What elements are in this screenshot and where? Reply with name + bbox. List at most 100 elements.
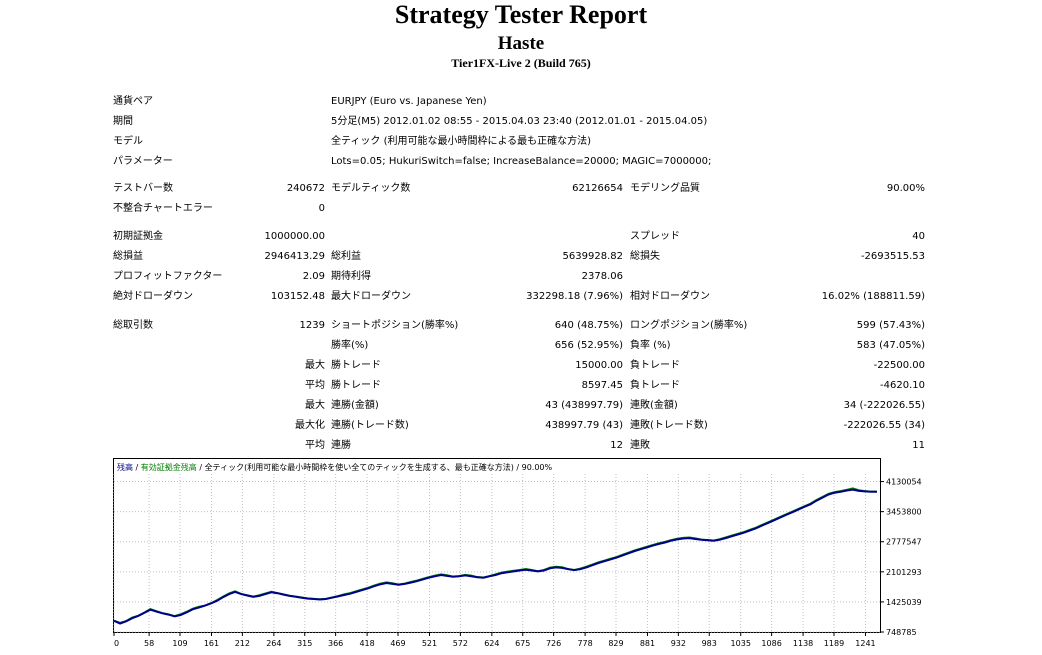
report-title: Strategy Tester Report: [394, 0, 648, 29]
x-tick-label: 469: [390, 639, 405, 648]
trades-value: 1239: [299, 320, 325, 331]
reldd-label: 相対ドローダウン: [630, 291, 710, 302]
quality-label: モデリング品質: [630, 183, 700, 194]
quality-value: 90.00%: [886, 183, 925, 194]
max-label: 最大: [305, 360, 325, 371]
x-tick-label: 983: [702, 639, 717, 648]
y-tick-label: 1425039: [886, 598, 922, 607]
avg-consec-loss-label: 連敗: [630, 440, 650, 451]
deposit-value: 1000000.00: [264, 231, 325, 242]
x-tick-label: 829: [608, 639, 623, 648]
plot-frame: [113, 458, 881, 633]
payoff-label: 期待利得: [331, 271, 371, 282]
chart-legend: 残高 / 有効証拠金残高 / 全ティック(利用可能な最小時間枠を使い全てのティッ…: [117, 462, 553, 472]
win-label: 勝率(%): [331, 340, 369, 351]
consec-loss-money-value: 34 (-222026.55): [843, 400, 925, 411]
x-tick-label: 675: [515, 639, 530, 648]
short-label: ショートポジション(勝率%): [331, 320, 459, 331]
period-value: 5分足(M5) 2012.01.02 08:55 - 2015.04.03 23…: [331, 116, 708, 127]
avg-consec-win-label: 連勝: [331, 440, 351, 451]
y-tick-label: 748785: [886, 628, 917, 637]
consec-loss-money-label: 連敗(金額): [630, 400, 678, 411]
legend-rest: / 全ティック(利用可能な最小時間枠を使い全てのティックを生成する、最も正確な方…: [197, 462, 553, 472]
x-tick-label: 315: [297, 639, 312, 648]
pf-label: プロフィットファクター: [113, 271, 223, 282]
legend-equity: 有効証拠金残高: [141, 462, 197, 472]
grossprofit-label: 総利益: [331, 251, 361, 262]
spread-value: 40: [912, 231, 925, 242]
deposit-label: 初期証拠金: [113, 231, 163, 242]
consec-win-money-label: 連勝(金額): [331, 400, 379, 411]
trades-label: 総取引数: [113, 320, 153, 331]
bars-label: テストバー数: [113, 183, 173, 194]
balance-line: [113, 488, 877, 625]
legend-balance: 残高: [117, 462, 133, 472]
max2-label: 最大: [305, 400, 325, 411]
x-tick-label: 572: [453, 639, 468, 648]
x-tick-label: 109: [172, 639, 187, 648]
absdd-value: 103152.48: [270, 291, 325, 302]
largest-loss-value: -22500.00: [873, 360, 925, 371]
x-tick-label: 1241: [855, 639, 875, 648]
grossloss-label: 総損失: [630, 251, 660, 262]
symbol-label: 通貨ペア: [113, 96, 153, 107]
x-tick-label: 1035: [731, 639, 751, 648]
short-value: 640 (48.75%): [554, 320, 623, 331]
long-value: 599 (57.43%): [856, 320, 925, 331]
grid: [113, 474, 880, 633]
x-tick-label: 212: [235, 639, 250, 648]
series-lines: [113, 487, 877, 625]
long-label: ロングポジション(勝率%): [630, 320, 748, 331]
avg-consec-win-value: 12: [610, 440, 623, 451]
y-axis: 748785 1425039 2101293 2777547 3453800 413005…: [880, 478, 922, 637]
reldd-value: 16.02% (188811.59): [821, 291, 925, 302]
y-tick-label: 3453800: [886, 508, 922, 517]
x-tick-label: 778: [577, 639, 592, 648]
x-tick-label: 1189: [824, 639, 844, 648]
x-tick-label: 264: [266, 639, 281, 648]
spread-label: スプレッド: [630, 231, 680, 242]
maxdd-label: 最大ドローダウン: [331, 291, 411, 302]
x-tick-label: 418: [359, 639, 374, 648]
consec-profit-value: 438997.79 (43): [545, 420, 623, 431]
x-tick-label: 881: [640, 639, 655, 648]
largest-win-value: 15000.00: [575, 360, 623, 371]
server-name: Tier1FX-Live 2 (Build 765): [451, 56, 591, 70]
avg-win-label: 勝トレード: [331, 380, 381, 391]
x-tick-label: 932: [671, 639, 686, 648]
y-tick-label: 2777547: [886, 538, 922, 547]
x-tick-label: 726: [546, 639, 561, 648]
netprofit-value: 2946413.29: [264, 251, 325, 262]
avg2-label: 平均: [305, 440, 325, 451]
x-tick-label: 58: [144, 639, 154, 648]
avg-loss-value: -4620.10: [880, 380, 925, 391]
consec-lossmax-label: 連敗(トレード数): [630, 420, 708, 431]
payoff-value: 2378.06: [581, 271, 623, 282]
x-tick-label: 521: [422, 639, 437, 648]
params-value: Lots=0.05; HukuriSwitch=false; IncreaseB…: [331, 156, 712, 167]
absdd-label: 絶対ドローダウン: [113, 291, 193, 302]
maxdd-value: 332298.18 (7.96%): [526, 291, 623, 302]
params-label: パラメーター: [113, 156, 173, 167]
loss-label: 負率 (%): [630, 340, 671, 351]
expert-name: Haste: [497, 33, 545, 54]
ticks-label: モデルティック数: [331, 183, 411, 194]
y-tick-label: 2101293: [886, 568, 922, 577]
model-value: 全ティック (利用可能な最小時間枠による最も正確な方法): [331, 136, 592, 147]
x-tick-label: 624: [484, 639, 499, 648]
consec-win-money-value: 43 (438997.79): [545, 400, 623, 411]
win-value: 656 (52.95%): [554, 340, 623, 351]
x-tick-label: 1138: [793, 639, 813, 648]
balance-chart: 残高 / 有効証拠金残高 / 全ティック(利用可能な最小時間枠を使い全てのティッ…: [113, 458, 922, 648]
x-tick-label: 366: [328, 639, 343, 648]
avg-loss-label: 負トレード: [630, 380, 680, 391]
loss-value: 583 (47.05%): [856, 340, 925, 351]
model-label: モデル: [113, 136, 143, 147]
largest-loss-label: 負トレード: [630, 360, 680, 371]
netprofit-label: 総損益: [113, 251, 143, 262]
x-tick-label: 1086: [761, 639, 781, 648]
period-label: 期間: [113, 116, 133, 127]
avg-label: 平均: [305, 380, 325, 391]
legend-sep: /: [133, 463, 141, 472]
largest-win-label: 勝トレード: [331, 360, 381, 371]
